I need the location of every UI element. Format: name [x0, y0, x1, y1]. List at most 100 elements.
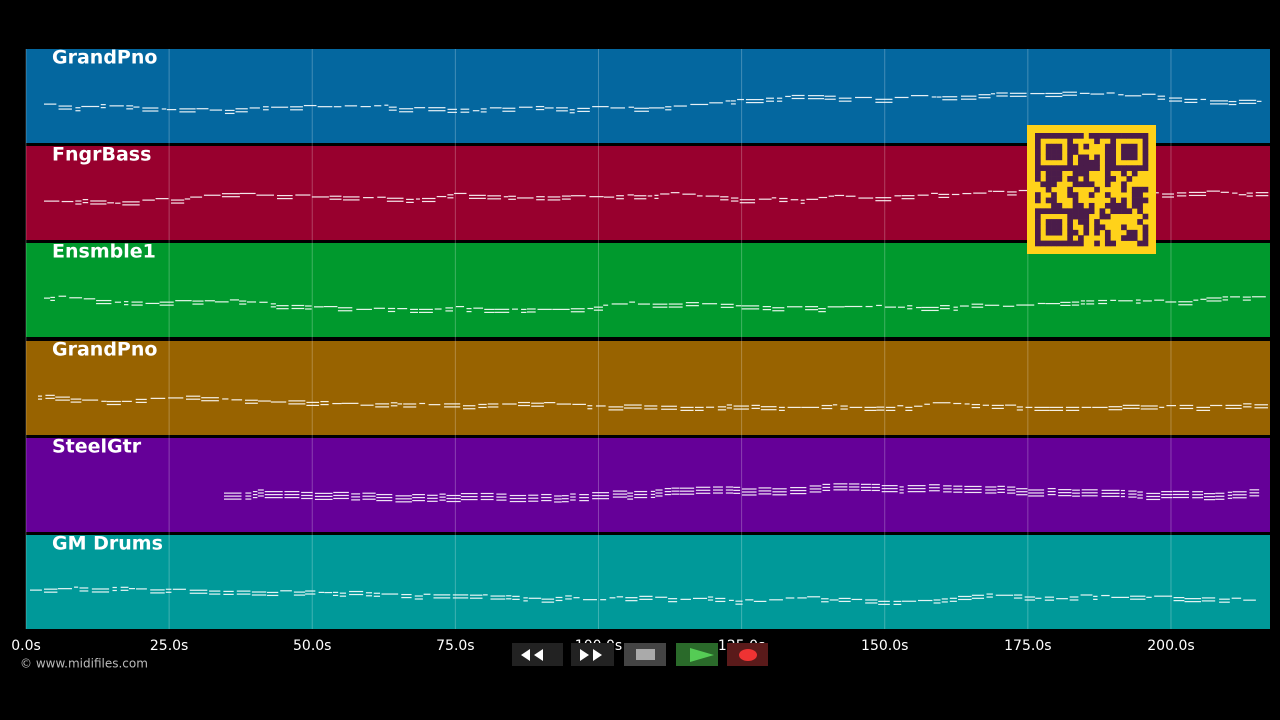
note	[609, 597, 616, 599]
note	[360, 404, 374, 406]
qr-cell	[1056, 208, 1063, 215]
note	[123, 301, 129, 303]
qr-cell	[1104, 176, 1111, 182]
note	[554, 498, 562, 500]
note	[570, 195, 586, 197]
note	[1101, 594, 1110, 597]
note	[758, 490, 772, 492]
note	[341, 402, 359, 404]
note	[521, 308, 527, 310]
note	[680, 598, 691, 600]
qr-cell	[1083, 229, 1090, 236]
qr-cell	[1035, 170, 1041, 177]
note	[1146, 498, 1161, 501]
record-icon	[739, 649, 757, 661]
x-tick-label: 50.0s	[293, 638, 331, 654]
note	[305, 593, 316, 595]
note	[848, 483, 860, 485]
qr-cell	[1142, 229, 1149, 236]
note	[907, 485, 926, 487]
x-tick-label: 175.0s	[1004, 638, 1051, 654]
note	[541, 598, 555, 600]
qr-cell	[1126, 143, 1133, 150]
qr-cell	[1121, 165, 1127, 171]
qr-cell	[1067, 154, 1073, 161]
note	[787, 406, 801, 408]
notes	[30, 586, 1256, 605]
note	[75, 107, 81, 109]
note	[1069, 596, 1079, 598]
note	[509, 494, 527, 497]
note	[466, 310, 472, 313]
note	[720, 303, 734, 305]
note	[170, 199, 185, 201]
note	[126, 105, 134, 107]
note	[742, 491, 757, 493]
note	[439, 493, 446, 495]
note	[428, 110, 446, 112]
note	[579, 494, 589, 496]
qr-cell	[1035, 235, 1041, 241]
note	[288, 403, 306, 405]
note	[270, 306, 276, 308]
note	[1238, 194, 1247, 196]
note	[447, 194, 454, 196]
forward-button[interactable]	[571, 643, 614, 666]
note	[314, 306, 324, 308]
note	[244, 399, 258, 401]
note	[1130, 598, 1146, 600]
note	[494, 311, 510, 313]
note	[735, 600, 743, 602]
note	[914, 405, 923, 407]
note	[654, 194, 659, 196]
x-tick-label: 200.0s	[1147, 638, 1194, 654]
qr-cell	[1094, 229, 1100, 236]
note	[301, 494, 313, 497]
note	[679, 487, 695, 489]
note	[239, 303, 247, 305]
note	[186, 398, 201, 400]
note	[460, 498, 478, 501]
note	[805, 309, 819, 311]
x-tick-label: 25.0s	[150, 638, 188, 654]
qr-cell	[1131, 197, 1138, 204]
note	[1249, 492, 1260, 494]
note	[1025, 406, 1033, 408]
note	[44, 103, 57, 105]
note	[860, 489, 871, 491]
qr-cell	[1094, 138, 1100, 145]
note	[349, 593, 364, 596]
note	[374, 105, 382, 107]
note	[30, 589, 42, 591]
note	[521, 311, 527, 313]
note	[512, 308, 518, 310]
note	[647, 195, 653, 197]
note	[523, 597, 528, 599]
note	[1065, 409, 1080, 411]
note	[1146, 492, 1161, 495]
note	[262, 106, 269, 108]
note	[1090, 93, 1105, 95]
note	[933, 599, 941, 601]
note	[1230, 296, 1240, 298]
note	[1081, 406, 1092, 408]
rewind-icon	[534, 649, 543, 661]
note	[1065, 406, 1080, 408]
note	[608, 409, 624, 411]
qr-cell	[1104, 165, 1111, 171]
qr-cell	[1067, 159, 1073, 166]
note	[83, 298, 96, 300]
note	[74, 586, 79, 588]
note	[91, 588, 110, 590]
qr-cell	[1056, 170, 1063, 177]
note	[725, 486, 734, 488]
qr-cell	[1045, 170, 1052, 177]
note	[239, 192, 256, 195]
qr-cell	[1045, 197, 1052, 204]
note	[671, 490, 680, 492]
qr-cell	[1088, 159, 1095, 166]
note	[1246, 192, 1253, 194]
note	[356, 308, 372, 310]
note	[772, 488, 787, 490]
note	[50, 296, 55, 299]
